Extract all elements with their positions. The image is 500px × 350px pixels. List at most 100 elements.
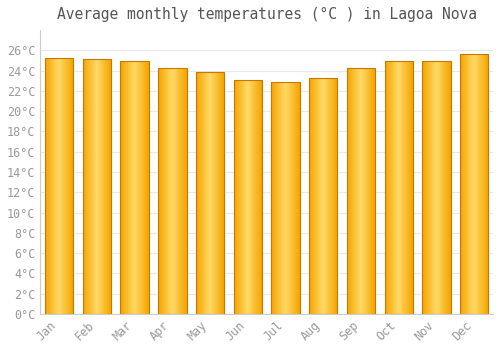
Bar	[82, 60, 84, 314]
Bar	[185, 68, 186, 314]
Bar	[392, 62, 393, 314]
Bar	[373, 68, 374, 314]
Bar	[460, 54, 488, 314]
Bar	[199, 72, 200, 314]
Bar	[161, 68, 162, 314]
Bar	[173, 68, 174, 314]
Bar	[399, 62, 400, 314]
Bar	[83, 60, 111, 314]
Bar	[427, 62, 428, 314]
Bar	[65, 58, 66, 314]
Bar	[313, 78, 314, 314]
Bar	[235, 80, 236, 314]
Bar	[169, 68, 170, 314]
Bar	[273, 82, 274, 314]
Bar	[400, 62, 401, 314]
Bar	[123, 62, 124, 314]
Bar	[384, 62, 413, 314]
Bar	[52, 58, 53, 314]
Bar	[249, 80, 250, 314]
Bar	[422, 62, 450, 314]
Bar	[46, 58, 47, 314]
Bar	[274, 82, 275, 314]
Bar	[172, 68, 173, 314]
Bar	[407, 62, 408, 314]
Bar	[109, 60, 110, 314]
Bar	[132, 62, 134, 314]
Bar	[280, 82, 281, 314]
Bar	[386, 62, 387, 314]
Bar	[174, 68, 175, 314]
Bar	[166, 68, 167, 314]
Bar	[449, 62, 450, 314]
Bar	[487, 54, 488, 314]
Bar	[361, 68, 362, 314]
Bar	[215, 72, 216, 314]
Bar	[127, 62, 128, 314]
Bar	[179, 68, 180, 314]
Bar	[406, 62, 407, 314]
Bar	[234, 80, 262, 314]
Bar	[168, 68, 169, 314]
Bar	[92, 60, 93, 314]
Bar	[347, 68, 375, 314]
Bar	[329, 78, 330, 314]
Bar	[83, 60, 84, 314]
Bar	[288, 82, 289, 314]
Bar	[165, 68, 166, 314]
Bar	[120, 62, 121, 314]
Bar	[479, 54, 480, 314]
Bar	[146, 62, 147, 314]
Bar	[290, 82, 291, 314]
Bar	[431, 62, 432, 314]
Bar	[366, 68, 367, 314]
Bar	[58, 58, 59, 314]
Bar	[163, 68, 164, 314]
Bar	[359, 68, 360, 314]
Bar	[124, 62, 125, 314]
Bar	[285, 82, 286, 314]
Bar	[325, 78, 326, 314]
Bar	[283, 82, 284, 314]
Bar	[423, 62, 424, 314]
Bar	[396, 62, 397, 314]
Bar	[324, 78, 325, 314]
Bar	[385, 62, 386, 314]
Bar	[96, 60, 97, 314]
Bar	[68, 58, 69, 314]
Bar	[197, 72, 198, 314]
Bar	[158, 68, 186, 314]
Bar	[243, 80, 244, 314]
Bar	[276, 82, 277, 314]
Bar	[220, 72, 221, 314]
Bar	[98, 60, 100, 314]
Bar	[355, 68, 356, 314]
Bar	[128, 62, 129, 314]
Bar	[289, 82, 290, 314]
Bar	[208, 72, 209, 314]
Bar	[319, 78, 320, 314]
Bar	[318, 78, 319, 314]
Bar	[98, 60, 99, 314]
Bar	[431, 62, 432, 314]
Bar	[272, 82, 299, 314]
Bar	[353, 68, 354, 314]
Bar	[215, 72, 216, 314]
Bar	[178, 68, 179, 314]
Bar	[71, 58, 72, 314]
Bar	[374, 68, 375, 314]
Bar	[371, 68, 372, 314]
Bar	[466, 54, 467, 314]
Bar	[364, 68, 365, 314]
Bar	[296, 82, 297, 314]
Bar	[405, 62, 406, 314]
Bar	[258, 80, 259, 314]
Bar	[275, 82, 276, 314]
Bar	[261, 80, 262, 314]
Bar	[63, 58, 64, 314]
Bar	[465, 54, 466, 314]
Bar	[86, 60, 87, 314]
Bar	[463, 54, 464, 314]
Bar	[196, 72, 197, 314]
Bar	[352, 68, 353, 314]
